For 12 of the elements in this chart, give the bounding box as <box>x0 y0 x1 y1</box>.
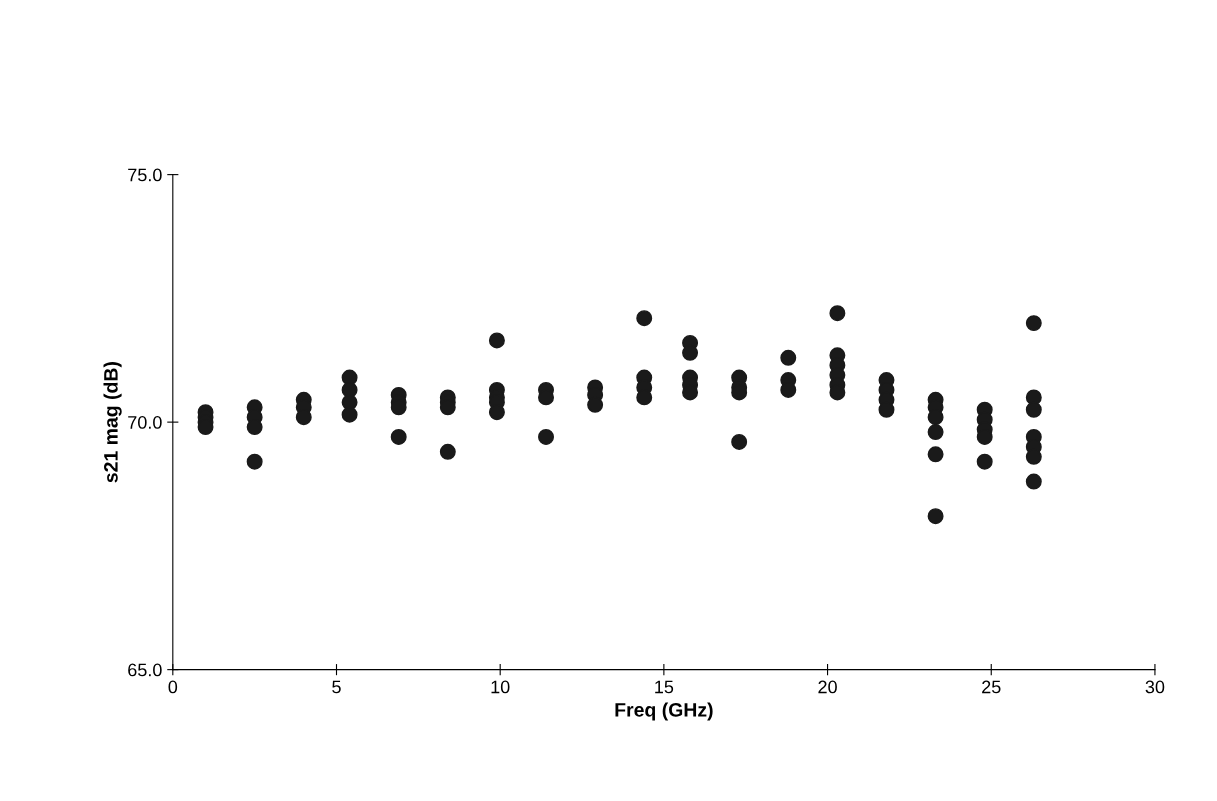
y-tick-label: 65.0 <box>128 663 162 677</box>
x-axis-title: Freq (GHz) <box>615 702 713 721</box>
x-tick-label: 10 <box>491 680 510 694</box>
y-tick-label: 70.0 <box>128 416 162 429</box>
x-tick-label: 0 <box>168 680 178 694</box>
x-tick-label: 20 <box>818 680 837 694</box>
x-tick-label: 15 <box>655 680 674 694</box>
x-tick-label: 30 <box>1145 680 1165 694</box>
x-tick-label: 25 <box>982 680 1001 694</box>
y-axis-title: s21 mag (dB) <box>103 362 122 483</box>
y-tick-label: 75.0 <box>128 168 162 182</box>
x-tick-label: 5 <box>332 680 341 694</box>
